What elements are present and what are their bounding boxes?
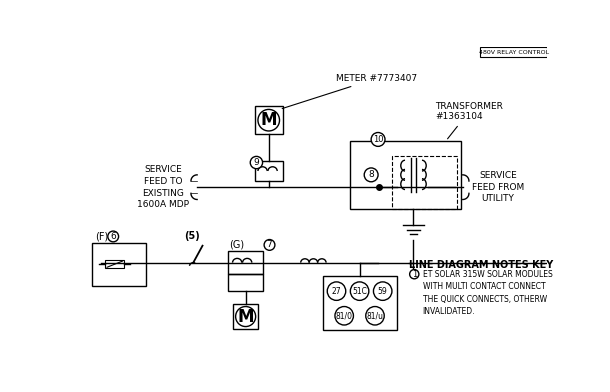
Text: (G): (G): [229, 240, 244, 250]
Text: (F): (F): [96, 231, 109, 241]
Text: 480V RELAY CONTROL: 480V RELAY CONTROL: [478, 49, 548, 54]
Circle shape: [410, 270, 419, 279]
Text: LINE DIAGRAM NOTES KEY: LINE DIAGRAM NOTES KEY: [409, 260, 553, 270]
Text: 27: 27: [332, 287, 342, 296]
Text: 81/u: 81/u: [367, 311, 384, 320]
Text: SERVICE
FEED FROM
UTILITY: SERVICE FEED FROM UTILITY: [472, 171, 524, 203]
Bar: [479, 47, 548, 57]
Circle shape: [258, 109, 279, 131]
Circle shape: [264, 240, 275, 250]
Text: 9: 9: [254, 158, 259, 167]
Circle shape: [108, 231, 118, 242]
Text: 59: 59: [378, 287, 387, 296]
Text: 51C: 51C: [352, 287, 367, 296]
Circle shape: [250, 156, 262, 169]
Bar: [92, 243, 146, 286]
Circle shape: [373, 282, 392, 300]
Text: METER #7773407: METER #7773407: [282, 74, 417, 109]
Bar: [323, 276, 396, 330]
Circle shape: [327, 282, 346, 300]
Text: 10: 10: [373, 135, 383, 144]
Bar: [228, 274, 264, 291]
Circle shape: [335, 307, 353, 325]
Circle shape: [364, 168, 378, 182]
Bar: [255, 106, 282, 134]
Text: 81/0: 81/0: [336, 311, 353, 320]
Text: 7: 7: [267, 240, 273, 249]
Text: M: M: [237, 308, 254, 325]
Circle shape: [235, 307, 256, 327]
Text: (5): (5): [184, 231, 199, 241]
Bar: [233, 304, 258, 329]
Circle shape: [371, 132, 385, 146]
Bar: [228, 251, 264, 274]
Bar: [392, 156, 458, 209]
Circle shape: [366, 307, 384, 325]
Text: SERVICE
FEED TO
EXISTING
1600A MDP: SERVICE FEED TO EXISTING 1600A MDP: [137, 165, 190, 209]
Text: TRANSFORMER
#1363104: TRANSFORMER #1363104: [435, 102, 503, 139]
Text: ET SOLAR 315W SOLAR MODULES
WITH MULTI CONTACT CONNECT
THE QUICK CONNECTS, OTHER: ET SOLAR 315W SOLAR MODULES WITH MULTI C…: [423, 270, 553, 316]
Bar: [106, 260, 124, 268]
Text: 1: 1: [412, 270, 417, 279]
Text: M: M: [260, 111, 277, 129]
Circle shape: [350, 282, 369, 300]
Bar: [255, 161, 282, 181]
Text: 8: 8: [368, 171, 374, 180]
Bar: [350, 141, 461, 209]
Text: 6: 6: [110, 232, 116, 241]
